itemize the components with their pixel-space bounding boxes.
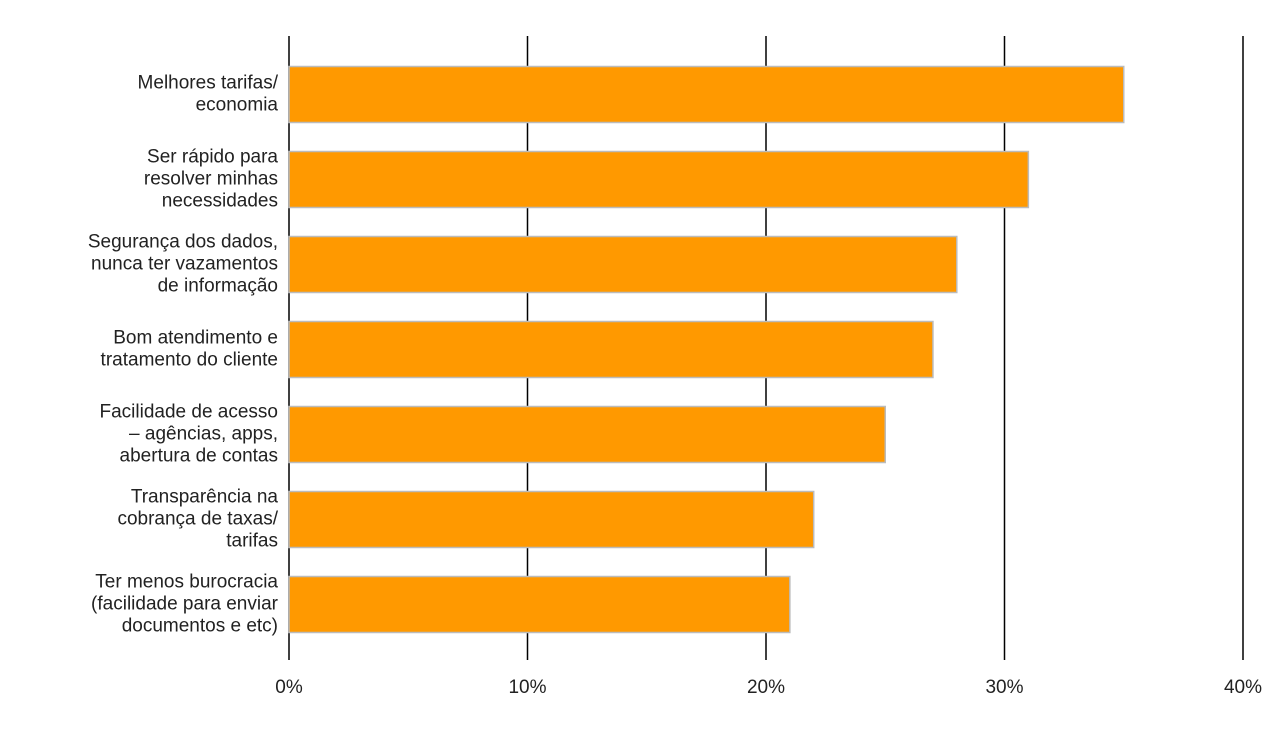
y-tick-label: Ter menos burocracia (facilidade para env… bbox=[91, 572, 279, 637]
bar bbox=[288, 320, 934, 379]
y-tick-label: Ser rápido para resolver minhas necessidad… bbox=[144, 147, 279, 212]
x-tick-label: 0% bbox=[275, 677, 303, 698]
bar bbox=[288, 575, 791, 634]
y-tick-label: Segurança dos dados, nunca ter vazamentos… bbox=[88, 232, 278, 297]
bar bbox=[288, 490, 815, 549]
y-tick-label: Transparência na cobrança de taxas/tarifa… bbox=[117, 487, 278, 552]
x-tick-label: 30% bbox=[985, 677, 1023, 698]
y-tick-label: Melhores tarifas/economia bbox=[138, 73, 279, 116]
bar bbox=[288, 150, 1030, 209]
y-tick-label: Bom atendimento e tratamento do cliente bbox=[101, 328, 278, 371]
bar bbox=[288, 65, 1125, 124]
bar bbox=[288, 405, 886, 464]
y-tick-label: Facilidade de acesso – agências, apps, abe… bbox=[100, 402, 279, 467]
x-tick-label: 10% bbox=[508, 677, 546, 698]
bar bbox=[288, 235, 958, 294]
x-tick-label: 20% bbox=[747, 677, 785, 698]
x-tick-label: 40% bbox=[1224, 677, 1262, 698]
